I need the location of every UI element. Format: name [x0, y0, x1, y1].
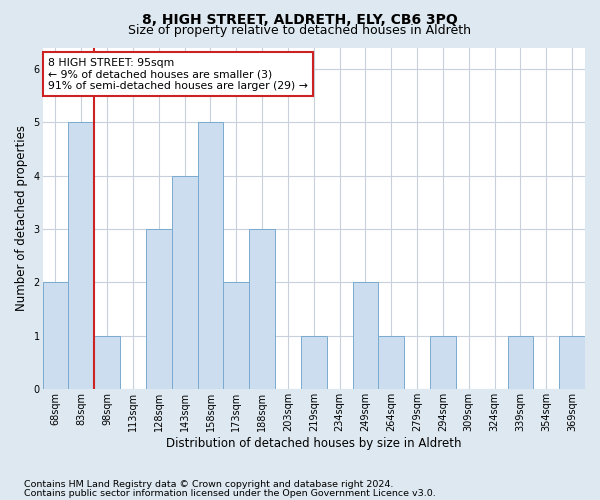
Bar	[68, 122, 94, 390]
Bar	[94, 336, 120, 390]
Bar	[249, 229, 275, 390]
Text: Size of property relative to detached houses in Aldreth: Size of property relative to detached ho…	[128, 24, 472, 37]
Bar	[301, 336, 327, 390]
Text: Contains HM Land Registry data © Crown copyright and database right 2024.: Contains HM Land Registry data © Crown c…	[24, 480, 394, 489]
Text: 8, HIGH STREET, ALDRETH, ELY, CB6 3PQ: 8, HIGH STREET, ALDRETH, ELY, CB6 3PQ	[142, 12, 458, 26]
Bar	[430, 336, 456, 390]
Bar	[559, 336, 585, 390]
Bar	[223, 282, 249, 390]
Bar	[379, 336, 404, 390]
Bar	[172, 176, 197, 390]
Bar	[197, 122, 223, 390]
Text: Contains public sector information licensed under the Open Government Licence v3: Contains public sector information licen…	[24, 488, 436, 498]
Bar	[353, 282, 379, 390]
Y-axis label: Number of detached properties: Number of detached properties	[15, 126, 28, 312]
Text: 8 HIGH STREET: 95sqm
← 9% of detached houses are smaller (3)
91% of semi-detache: 8 HIGH STREET: 95sqm ← 9% of detached ho…	[48, 58, 308, 91]
Bar	[146, 229, 172, 390]
Bar	[43, 282, 68, 390]
X-axis label: Distribution of detached houses by size in Aldreth: Distribution of detached houses by size …	[166, 437, 461, 450]
Bar	[508, 336, 533, 390]
